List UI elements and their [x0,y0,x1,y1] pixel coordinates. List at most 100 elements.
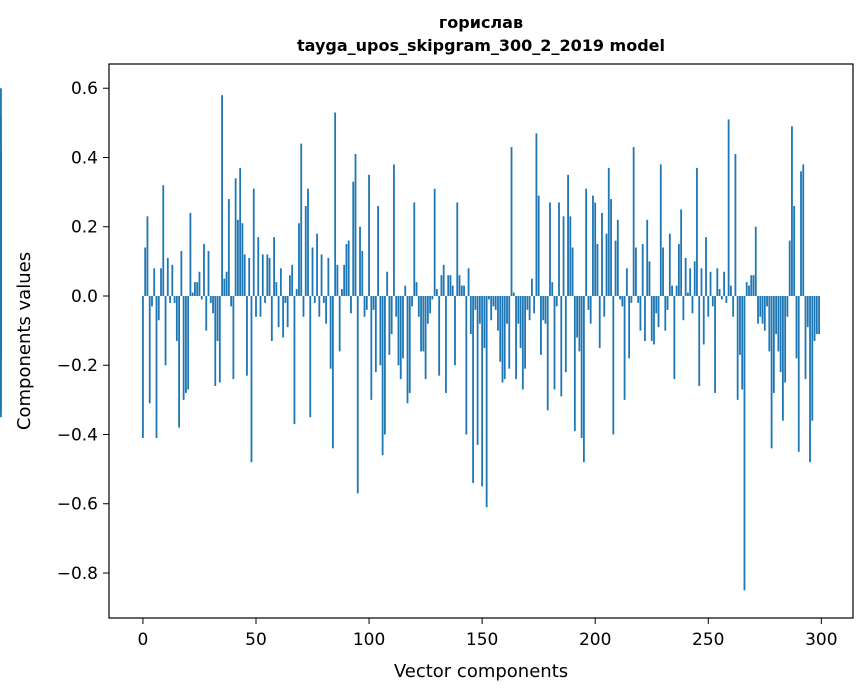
y-tick-label: −0.6 [57,495,98,515]
bar [666,295,669,310]
bar [268,257,271,296]
bar [449,275,452,296]
bar [757,295,759,324]
bar [689,268,692,296]
bar [630,295,633,303]
bar [750,275,753,296]
bar [248,257,251,296]
bar [727,119,730,296]
bar [490,295,493,321]
bar [598,295,601,348]
bar [381,295,384,456]
bar [592,195,594,296]
bar [388,295,391,355]
x-tick-label: 150 [466,630,498,650]
bar [365,295,368,310]
bar [295,289,298,296]
bar [338,295,341,352]
bar [481,295,484,487]
bar [221,95,223,296]
bar [347,240,350,296]
bar [318,295,321,317]
bar [560,295,563,397]
bar [397,295,400,366]
bar [467,268,470,296]
bar-series [0,88,820,591]
bar [377,205,380,296]
bar [282,295,285,338]
bar [216,295,219,341]
bar [745,282,748,296]
x-tick-label: 250 [692,630,724,650]
bar [526,295,529,310]
x-axis-label: Vector components [394,661,568,682]
bar [589,295,592,324]
bar [659,164,662,296]
bar [223,278,226,296]
bar [142,295,144,438]
bar [671,285,673,296]
bar [494,295,497,310]
bar [212,295,214,314]
bar [614,240,617,296]
bar [252,188,255,296]
bar [356,295,359,494]
bar [415,282,418,296]
bar [422,295,425,352]
bar [334,112,337,296]
bar [178,295,181,428]
bar [754,226,757,296]
bar [191,292,194,296]
bar [562,216,565,296]
bar [528,295,531,321]
bar [616,219,619,296]
bar [653,295,655,345]
y-tick-label: 0.4 [71,148,98,168]
bar [363,295,366,317]
bar [393,164,395,296]
bar [578,295,581,352]
bar [544,295,547,324]
bar [370,295,373,400]
bar [0,261,2,296]
bar [650,295,653,341]
bar [657,295,660,328]
bar [438,295,441,376]
bar [239,167,242,296]
bar [404,285,407,296]
bar [257,237,260,296]
bar [300,143,303,296]
bar [424,295,427,380]
y-axis-label: Components values [14,252,35,430]
bar [488,295,490,300]
bar [779,295,782,373]
bar [307,188,309,296]
bar [698,295,701,387]
bar [225,271,228,296]
bar [564,295,567,373]
bar [743,295,746,591]
bar [811,295,814,421]
bar [800,171,802,296]
bar [483,295,486,348]
bar [173,295,176,303]
bar [327,257,330,296]
bar [515,295,517,380]
bar [289,275,291,296]
bar [535,133,538,296]
bar [420,295,422,352]
bar [687,292,689,296]
bar [741,295,744,390]
bar [648,261,651,296]
bar [264,295,266,303]
bar [729,285,732,296]
bar [454,295,456,366]
bar [795,295,798,359]
bar [537,195,540,296]
bar [214,295,217,387]
bar [406,295,409,404]
bar [664,295,667,331]
bar [739,295,741,355]
bar [501,295,504,383]
